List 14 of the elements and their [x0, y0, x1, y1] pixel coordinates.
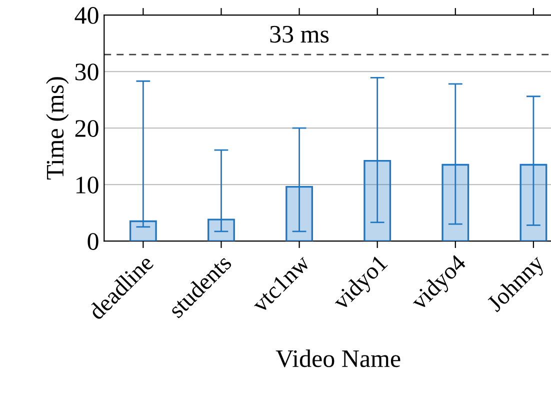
- y-tick-label: 30: [75, 64, 98, 80]
- bar: [208, 218, 235, 242]
- y-tick-label: 20: [75, 120, 98, 137]
- bar: [286, 186, 313, 242]
- x-axis-title: Video Name: [276, 350, 400, 368]
- bar: [520, 164, 548, 242]
- ref-line-label: 33 ms: [270, 26, 329, 43]
- y-tick-label: 10: [76, 176, 98, 194]
- bar: [442, 164, 470, 242]
- y-tick-label: 0: [88, 233, 98, 250]
- y-axis-title: Time (ms): [46, 77, 69, 180]
- bar: [129, 220, 157, 242]
- y-tick-label: 40: [74, 7, 98, 24]
- bar: [364, 160, 392, 242]
